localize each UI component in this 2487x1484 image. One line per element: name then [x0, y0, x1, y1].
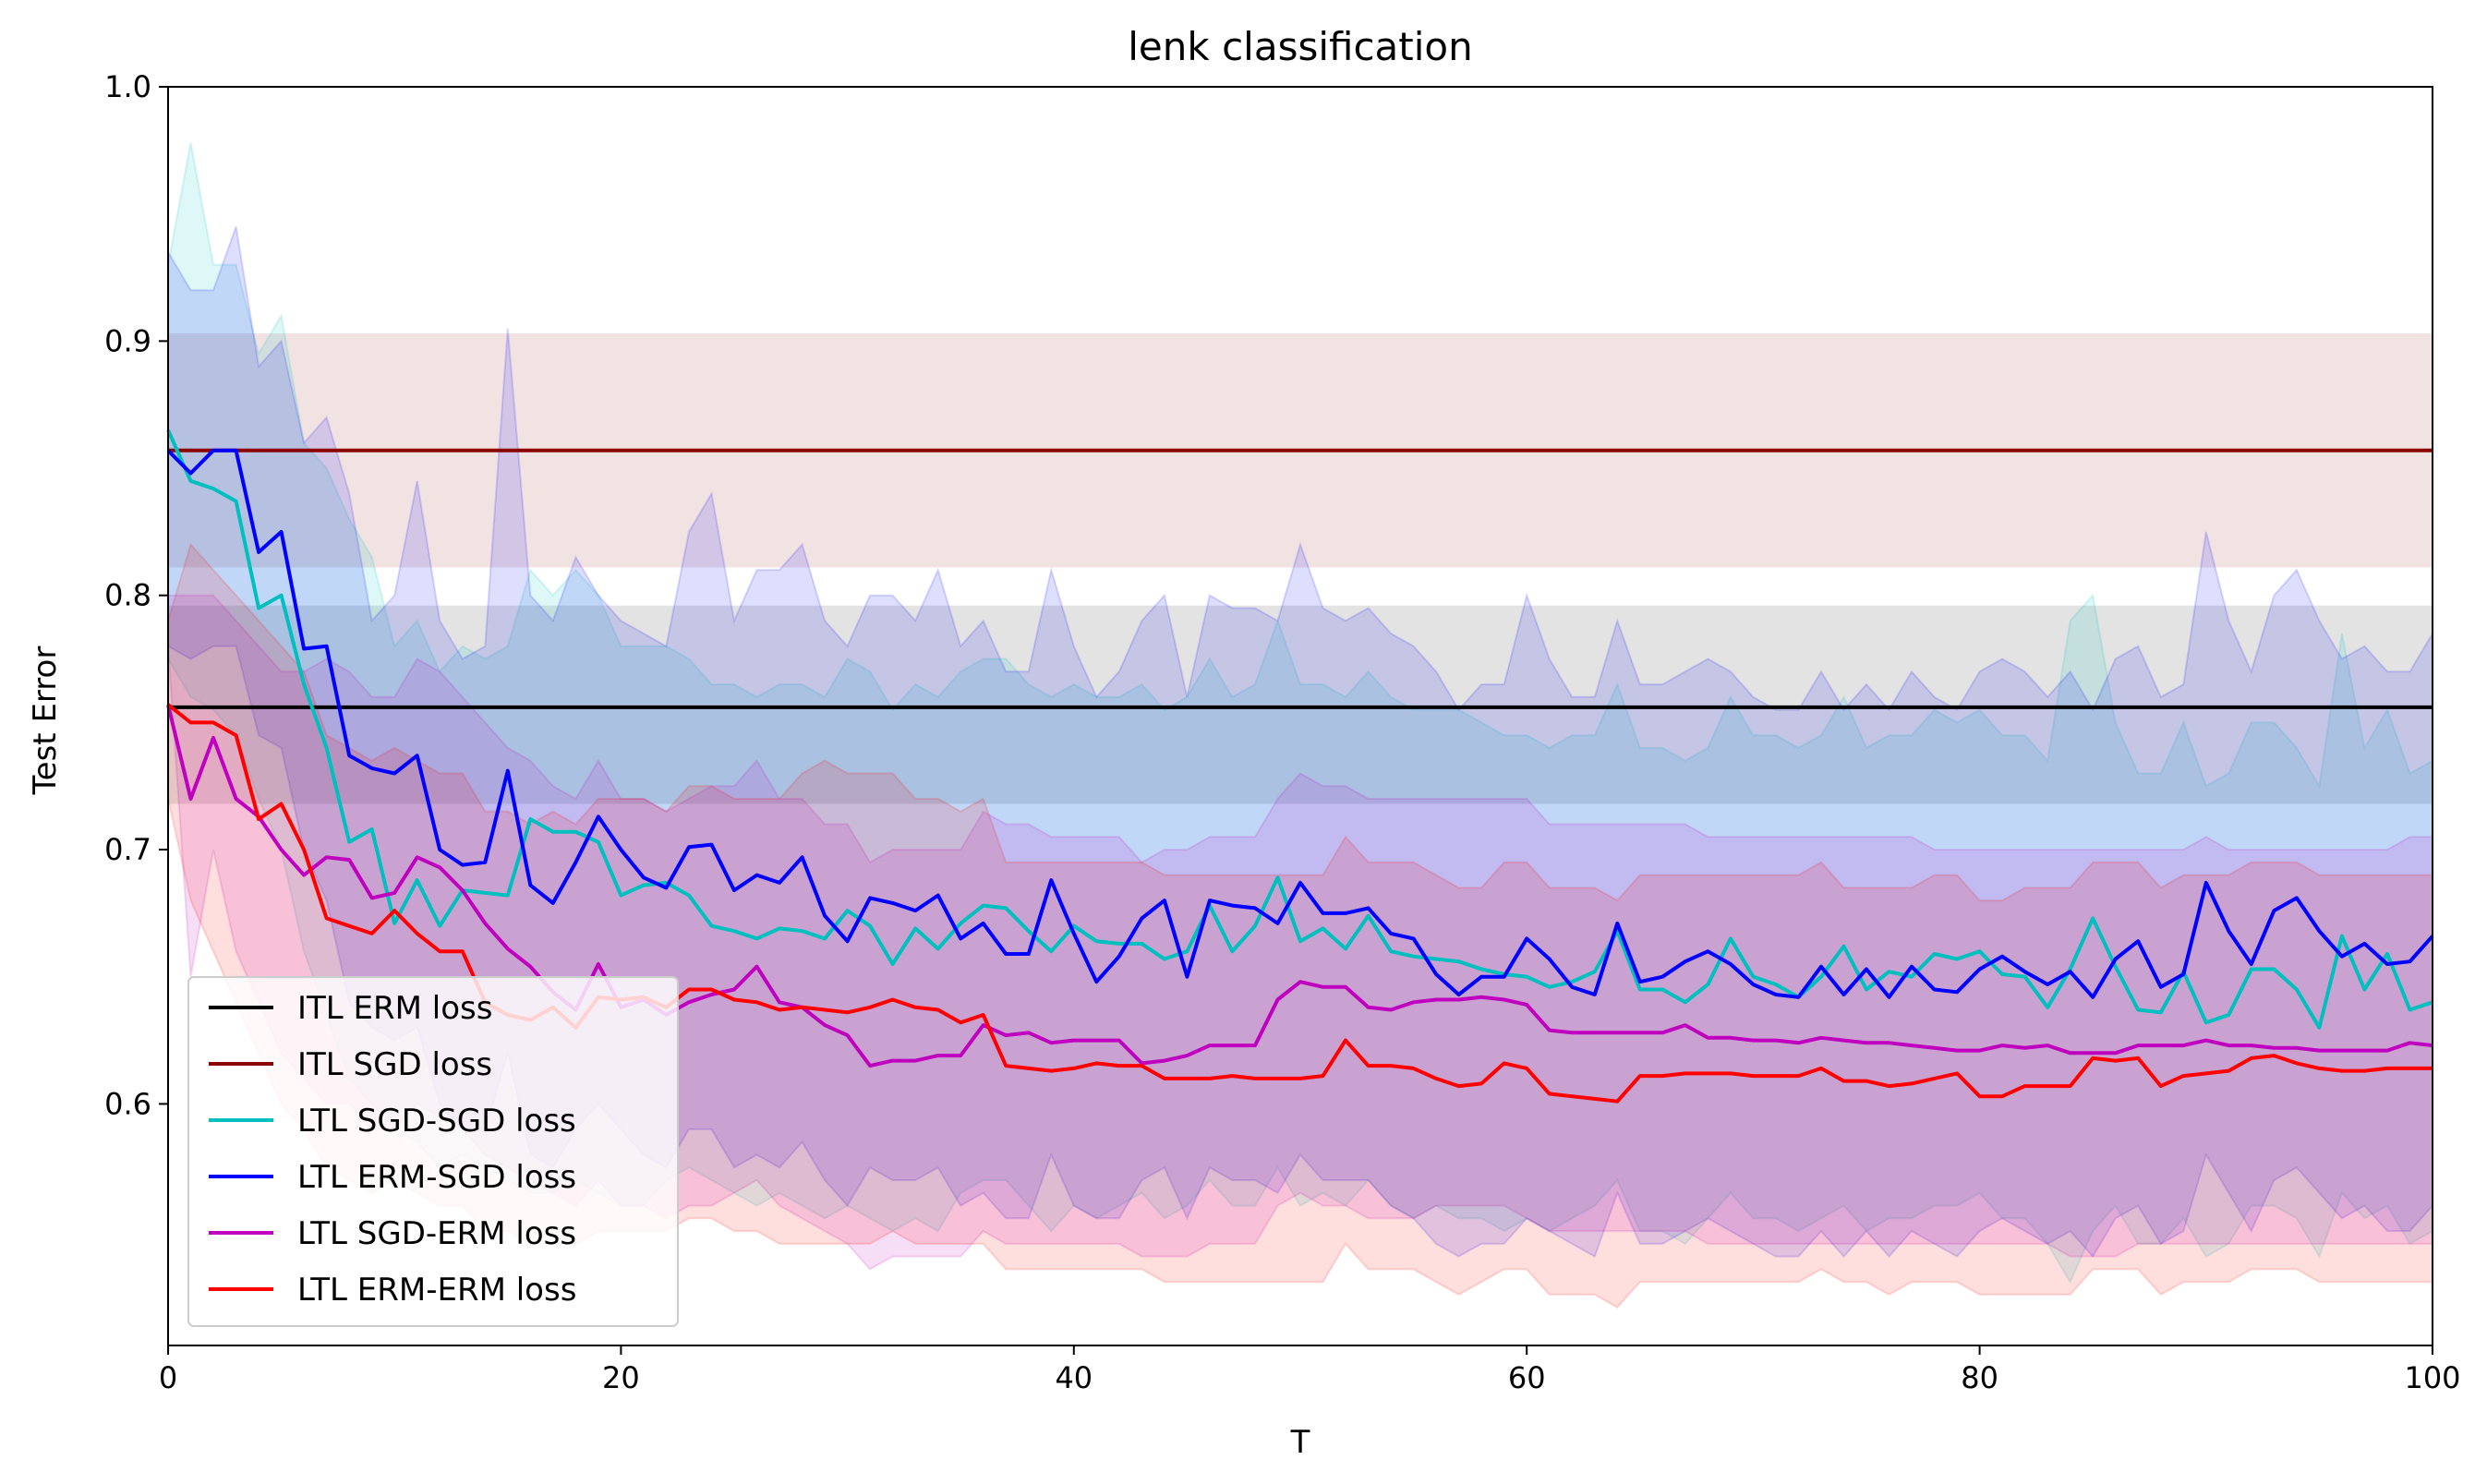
legend-label-ltl_sgd_sgd: LTL SGD-SGD loss — [297, 1103, 576, 1140]
plot-frame — [167, 86, 2433, 1346]
legend-label-itl_sgd: ITL SGD loss — [297, 1046, 492, 1083]
line-ltl_erm_sgd — [166, 448, 2434, 999]
x-tick-label: 0 — [159, 1360, 177, 1395]
y-axis-ticks: 0.6 0.7 0.8 0.9 1.0 — [104, 69, 168, 1121]
y-tick-label: 0.8 — [104, 578, 151, 613]
legend-label-ltl_erm_erm: LTL ERM-ERM loss — [297, 1272, 576, 1309]
legend-box — [187, 976, 679, 1327]
legend-label-ltl_sgd_erm: LTL SGD-ERM loss — [297, 1215, 576, 1252]
x-tick-label: 40 — [1055, 1360, 1093, 1395]
band-itl_erm — [168, 605, 2433, 804]
x-tick-label: 100 — [2404, 1360, 2460, 1395]
x-axis-ticks: 0 20 40 60 80 100 — [159, 1345, 2461, 1395]
legend: ITL ERM loss ITL SGD loss LTL SGD-SGD loss… — [187, 976, 679, 1327]
legend-label-itl_erm: ITL ERM loss — [297, 990, 492, 1027]
x-tick-label: 20 — [602, 1360, 640, 1395]
y-tick-label: 1.0 — [104, 69, 151, 104]
chart-title: lenk classification — [1128, 24, 1472, 69]
x-tick-label: 60 — [1508, 1360, 1546, 1395]
y-tick-label: 0.6 — [104, 1086, 151, 1121]
y-tick-label: 0.7 — [104, 832, 151, 867]
legend-label-ltl_erm_sgd: LTL ERM-SGD loss — [297, 1159, 576, 1196]
x-tick-label: 80 — [1961, 1360, 1998, 1395]
line-ltl_sgd_sgd — [166, 428, 2433, 1030]
x-axis-label: T — [1290, 1424, 1310, 1461]
y-tick-label: 0.9 — [104, 323, 151, 358]
y-axis-label: Test Error — [27, 646, 64, 796]
